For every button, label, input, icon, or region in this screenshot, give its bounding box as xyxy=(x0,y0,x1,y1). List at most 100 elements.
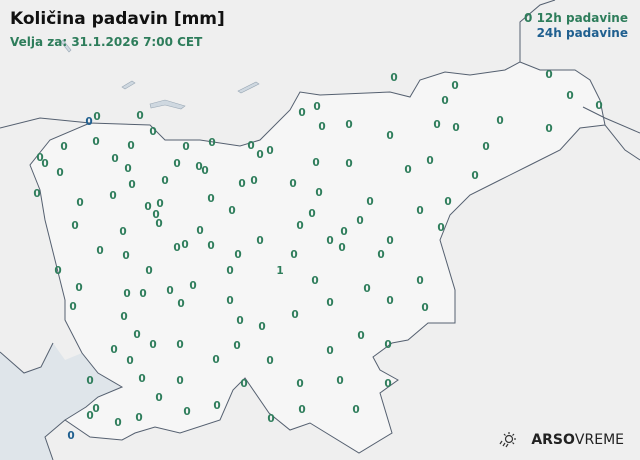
station-12h-value: 0 xyxy=(166,285,173,297)
legend-12h-label: 12h padavine xyxy=(536,11,628,25)
station-12h-value: 0 xyxy=(86,375,93,387)
station-12h-value: 0 xyxy=(133,329,140,341)
station-12h-value: 0 xyxy=(228,205,235,217)
station-12h-value: 0 xyxy=(266,355,273,367)
station-12h-value: 0 xyxy=(182,141,189,153)
station-12h-value: 0 xyxy=(177,298,184,310)
station-12h-value: 0 xyxy=(426,155,433,167)
station-12h-value: 0 xyxy=(267,413,274,425)
station-12h-value: 0 xyxy=(93,111,100,123)
station-12h-value: 0 xyxy=(149,126,156,138)
station-12h-value: 0 xyxy=(96,245,103,257)
station-12h-value: 0 xyxy=(76,197,83,209)
sun-rain-icon xyxy=(499,432,517,448)
station-12h-value: 0 xyxy=(298,404,305,416)
station-12h-value: 0 xyxy=(444,196,451,208)
station-12h-value: 0 xyxy=(416,275,423,287)
station-12h-value: 0 xyxy=(144,201,151,213)
station-12h-value: 0 xyxy=(240,378,247,390)
station-12h-value: 0 xyxy=(471,170,478,182)
station-12h-value: 0 xyxy=(496,115,503,127)
station-12h-value: 0 xyxy=(363,283,370,295)
station-12h-value: 0 xyxy=(345,158,352,170)
station-12h-value: 0 xyxy=(138,373,145,385)
station-12h-value: 0 xyxy=(208,137,215,149)
station-12h-value: 0 xyxy=(176,375,183,387)
station-12h-value: 0 xyxy=(258,321,265,333)
station-12h-value: 0 xyxy=(195,161,202,173)
station-12h-value: 0 xyxy=(196,225,203,237)
station-12h-value: 0 xyxy=(56,167,63,179)
station-12h-value: 1 xyxy=(276,265,283,277)
station-12h-value: 0 xyxy=(386,295,393,307)
station-12h-value: 0 xyxy=(247,140,254,152)
lakes xyxy=(60,39,260,110)
station-12h-value: 0 xyxy=(390,72,397,84)
station-12h-value: 0 xyxy=(386,130,393,142)
station-12h-value: 0 xyxy=(54,265,61,277)
station-12h-value: 0 xyxy=(326,345,333,357)
station-12h-value: 0 xyxy=(482,141,489,153)
logo-product: VREME xyxy=(574,432,624,448)
arso-vreme-logo: ARSOVREME xyxy=(499,431,624,449)
station-12h-value: 0 xyxy=(155,218,162,230)
station-12h-value: 0 xyxy=(595,100,602,112)
station-12h-value: 0 xyxy=(566,90,573,102)
station-12h-value: 0 xyxy=(183,406,190,418)
station-12h-value: 0 xyxy=(145,265,152,277)
station-12h-value: 0 xyxy=(386,235,393,247)
station-12h-value: 0 xyxy=(124,163,131,175)
station-12h-value: 0 xyxy=(377,249,384,261)
station-values: 0 000 00 000 0 0 0 00 00 0 0 0 0 0 000 00 0 00 0 000 0 0 00 000… xyxy=(33,69,602,442)
station-12h-value: 0 xyxy=(441,95,448,107)
station-12h-value: 0 xyxy=(384,378,391,390)
station-12h-value: 0 xyxy=(451,80,458,92)
station-12h-value: 0 xyxy=(326,297,333,309)
station-12h-value: 0 xyxy=(173,158,180,170)
station-12h-value: 0 xyxy=(545,123,552,135)
station-12h-value: 0 xyxy=(234,249,241,261)
station-12h-value: 0 xyxy=(312,157,319,169)
station-12h-value: 0 xyxy=(181,239,188,251)
logo-brand: ARSO xyxy=(531,432,575,448)
station-12h-value: 0 xyxy=(212,354,219,366)
station-12h-value: 0 xyxy=(437,222,444,234)
station-12h-value: 0 xyxy=(36,152,43,164)
station-12h-value: 0 xyxy=(119,226,126,238)
station-12h-value: 0 xyxy=(296,220,303,232)
station-12h-value: 0 xyxy=(290,249,297,261)
station-12h-value: 0 xyxy=(86,410,93,422)
station-12h-value: 0 xyxy=(152,209,159,221)
station-12h-value: 0 xyxy=(356,215,363,227)
station-12h-value: 0 xyxy=(366,196,373,208)
station-12h-value: 0 xyxy=(114,417,121,429)
station-12h-value: 0 xyxy=(308,208,315,220)
station-12h-value: 0 xyxy=(315,187,322,199)
slovenia-area xyxy=(30,62,605,453)
station-12h-value: 0 xyxy=(71,220,78,232)
legend-24h: 24h padavine xyxy=(536,26,628,40)
station-12h-value: 0 xyxy=(176,339,183,351)
station-12h-value: 0 xyxy=(336,375,343,387)
station-12h-value: 0 xyxy=(326,235,333,247)
station-12h-value: 0 xyxy=(289,178,296,190)
station-24h-value: 0 xyxy=(67,430,74,442)
station-12h-value: 0 xyxy=(384,339,391,351)
station-12h-value: 0 xyxy=(352,404,359,416)
station-12h-value: 0 xyxy=(92,403,99,415)
station-12h-value: 0 xyxy=(69,301,76,313)
station-12h-value: 0 xyxy=(135,412,142,424)
station-12h-value: 0 xyxy=(92,136,99,148)
station-12h-value: 0 xyxy=(60,141,67,153)
station-12h-value: 0 xyxy=(120,311,127,323)
station-12h-value: 0 xyxy=(421,302,428,314)
station-12h-value: 0 xyxy=(545,69,552,81)
station-12h-value: 0 xyxy=(201,165,208,177)
station-12h-value: 0 xyxy=(433,119,440,131)
station-12h-value: 0 xyxy=(41,158,48,170)
legend: 0 12h padavine 24h padavine xyxy=(524,11,628,41)
station-12h-value: 0 xyxy=(313,101,320,113)
station-12h-value: 0 xyxy=(207,193,214,205)
valid-time: Velja za: 31.1.2026 7:00 CET xyxy=(10,35,203,49)
station-12h-value: 0 xyxy=(296,378,303,390)
